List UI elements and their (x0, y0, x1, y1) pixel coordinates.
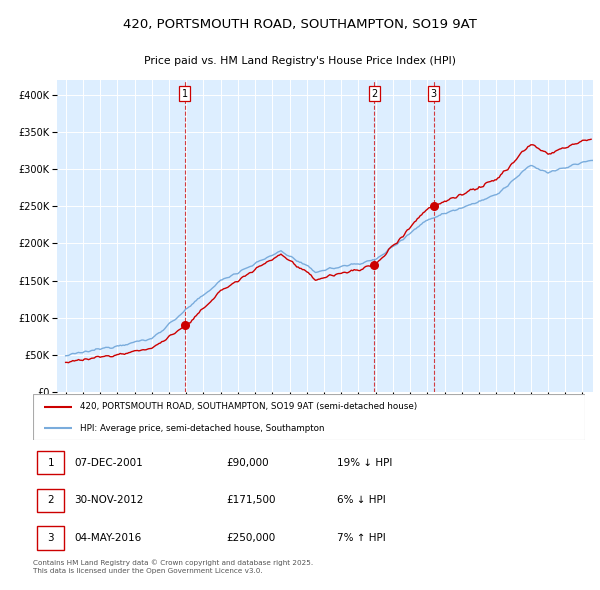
Text: 7% ↑ HPI: 7% ↑ HPI (337, 533, 385, 543)
Text: 19% ↓ HPI: 19% ↓ HPI (337, 458, 392, 467)
Bar (37, 451, 64, 474)
Text: 3: 3 (431, 88, 437, 99)
Text: 3: 3 (47, 533, 54, 543)
Bar (37, 526, 64, 550)
Text: Price paid vs. HM Land Registry's House Price Index (HPI): Price paid vs. HM Land Registry's House … (144, 56, 456, 65)
Text: Contains HM Land Registry data © Crown copyright and database right 2025.
This d: Contains HM Land Registry data © Crown c… (33, 559, 313, 574)
Bar (37, 489, 64, 512)
Text: 1: 1 (182, 88, 188, 99)
Text: 6% ↓ HPI: 6% ↓ HPI (337, 496, 385, 505)
Text: 07-DEC-2001: 07-DEC-2001 (74, 458, 143, 467)
Text: 2: 2 (47, 496, 54, 505)
Text: £250,000: £250,000 (226, 533, 275, 543)
Text: £171,500: £171,500 (226, 496, 276, 505)
Text: 420, PORTSMOUTH ROAD, SOUTHAMPTON, SO19 9AT: 420, PORTSMOUTH ROAD, SOUTHAMPTON, SO19 … (123, 18, 477, 31)
Text: HPI: Average price, semi-detached house, Southampton: HPI: Average price, semi-detached house,… (80, 424, 325, 432)
Text: £90,000: £90,000 (226, 458, 269, 467)
Text: 04-MAY-2016: 04-MAY-2016 (74, 533, 142, 543)
Text: 30-NOV-2012: 30-NOV-2012 (74, 496, 144, 505)
Text: 2: 2 (371, 88, 377, 99)
Text: 420, PORTSMOUTH ROAD, SOUTHAMPTON, SO19 9AT (semi-detached house): 420, PORTSMOUTH ROAD, SOUTHAMPTON, SO19 … (80, 402, 417, 411)
Text: 1: 1 (47, 458, 54, 467)
